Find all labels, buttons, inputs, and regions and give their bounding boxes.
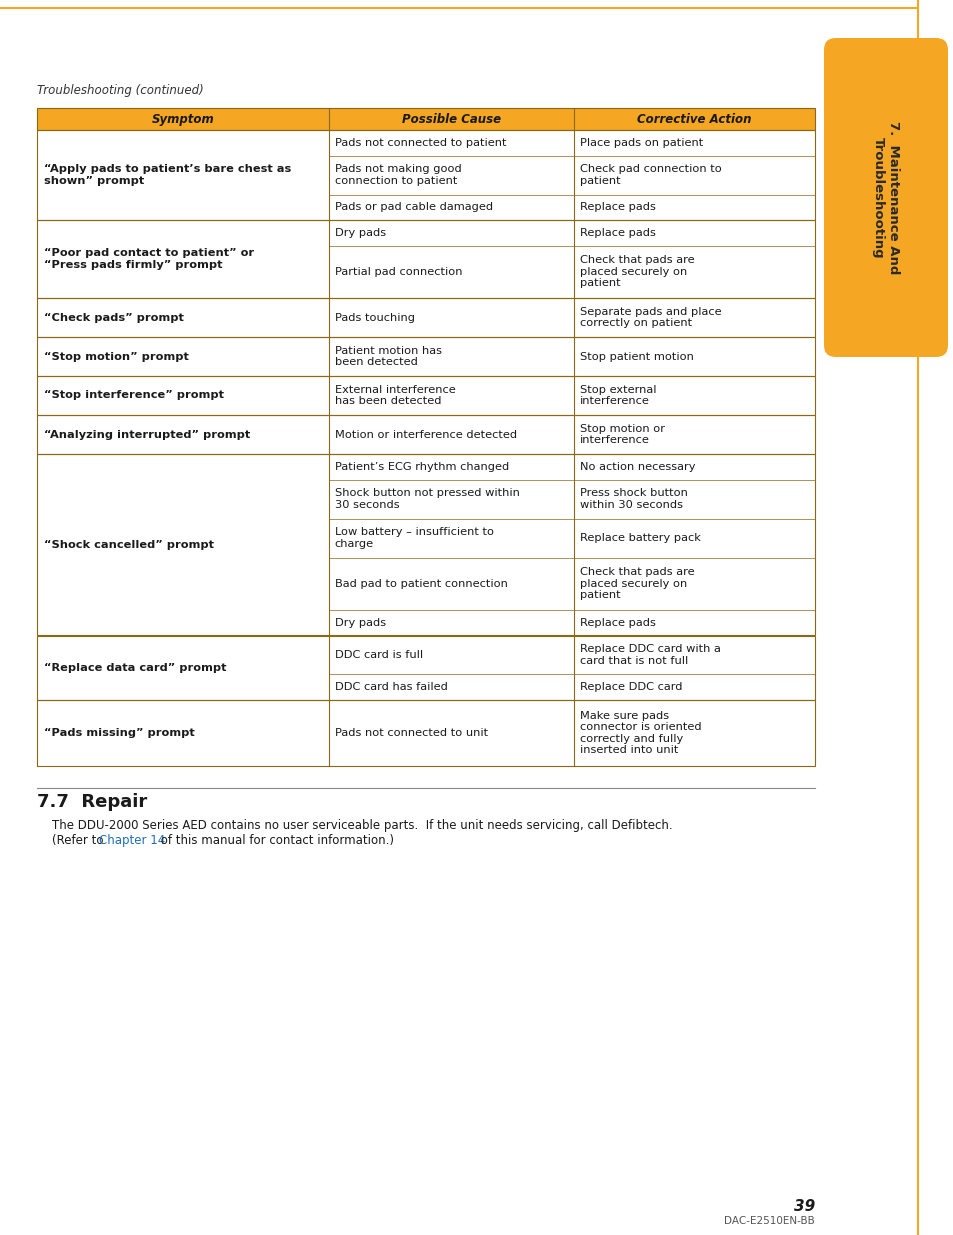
Text: 7.  Maintenance And
Troubleshooting: 7. Maintenance And Troubleshooting <box>871 121 899 274</box>
Bar <box>37 636 814 700</box>
Bar <box>37 337 814 375</box>
Bar <box>37 454 814 636</box>
Bar <box>37 700 814 766</box>
Text: “Stop interference” prompt: “Stop interference” prompt <box>44 390 224 400</box>
Text: DAC-E2510EN-BB: DAC-E2510EN-BB <box>723 1216 814 1226</box>
Text: No action necessary: No action necessary <box>579 462 695 472</box>
Text: External interference
has been detected: External interference has been detected <box>335 384 455 406</box>
Text: “Stop motion” prompt: “Stop motion” prompt <box>44 352 189 362</box>
Text: “Poor pad contact to patient” or
“Press pads firmly” prompt: “Poor pad contact to patient” or “Press … <box>44 248 253 269</box>
Text: of this manual for contact information.): of this manual for contact information.) <box>157 834 394 847</box>
Bar <box>37 700 814 766</box>
Text: Bad pad to patient connection: Bad pad to patient connection <box>335 579 507 589</box>
Bar <box>37 130 814 220</box>
Text: Troubleshooting (continued): Troubleshooting (continued) <box>37 84 204 96</box>
Text: Pads not connected to unit: Pads not connected to unit <box>335 727 487 739</box>
Bar <box>37 337 814 375</box>
Text: Replace DDC card with a
card that is not full: Replace DDC card with a card that is not… <box>579 645 720 666</box>
Text: “Replace data card” prompt: “Replace data card” prompt <box>44 663 226 673</box>
Text: “Apply pads to patient’s bare chest as
shown” prompt: “Apply pads to patient’s bare chest as s… <box>44 164 291 185</box>
Text: Patient motion has
been detected: Patient motion has been detected <box>335 346 441 367</box>
Bar <box>37 130 814 220</box>
Bar <box>37 636 814 700</box>
Text: Replace pads: Replace pads <box>579 227 655 238</box>
Bar <box>37 454 814 636</box>
Text: Possible Cause: Possible Cause <box>401 112 500 126</box>
Text: 7.7  Repair: 7.7 Repair <box>37 793 147 811</box>
Bar <box>37 107 814 130</box>
Text: Dry pads: Dry pads <box>335 227 385 238</box>
Text: Press shock button
within 30 seconds: Press shock button within 30 seconds <box>579 488 687 510</box>
Text: Replace battery pack: Replace battery pack <box>579 534 700 543</box>
Text: “Analyzing interrupted” prompt: “Analyzing interrupted” prompt <box>44 430 250 440</box>
Bar <box>37 298 814 337</box>
Bar <box>37 107 814 130</box>
Text: Check that pads are
placed securely on
patient: Check that pads are placed securely on p… <box>579 567 694 600</box>
Text: Stop motion or
interference: Stop motion or interference <box>579 424 664 446</box>
Text: (Refer to: (Refer to <box>52 834 107 847</box>
Text: “Shock cancelled” prompt: “Shock cancelled” prompt <box>44 540 213 550</box>
Text: DDC card has failed: DDC card has failed <box>335 682 447 693</box>
Text: The DDU-2000 Series AED contains no user serviceable parts.  If the unit needs s: The DDU-2000 Series AED contains no user… <box>52 819 672 832</box>
Bar <box>37 375 814 415</box>
Bar <box>37 298 814 337</box>
Bar <box>37 415 814 454</box>
Text: Pads touching: Pads touching <box>335 312 415 322</box>
Text: Replace pads: Replace pads <box>579 618 655 627</box>
Text: Pads or pad cable damaged: Pads or pad cable damaged <box>335 203 493 212</box>
Text: Partial pad connection: Partial pad connection <box>335 267 462 277</box>
Text: 39: 39 <box>793 1199 814 1214</box>
Bar <box>37 220 814 298</box>
Text: Low battery – insufficient to
charge: Low battery – insufficient to charge <box>335 527 494 548</box>
Text: Motion or interference detected: Motion or interference detected <box>335 430 517 440</box>
Text: “Pads missing” prompt: “Pads missing” prompt <box>44 727 194 739</box>
Text: Symptom: Symptom <box>152 112 214 126</box>
Text: Patient’s ECG rhythm changed: Patient’s ECG rhythm changed <box>335 462 509 472</box>
Text: Shock button not pressed within
30 seconds: Shock button not pressed within 30 secon… <box>335 488 519 510</box>
Text: DDC card is full: DDC card is full <box>335 650 422 659</box>
Text: Make sure pads
connector is oriented
correctly and fully
inserted into unit: Make sure pads connector is oriented cor… <box>579 710 700 756</box>
Text: Dry pads: Dry pads <box>335 618 385 627</box>
Text: Chapter 14: Chapter 14 <box>99 834 165 847</box>
Text: Pads not connected to patient: Pads not connected to patient <box>335 138 506 148</box>
FancyBboxPatch shape <box>823 38 947 357</box>
Text: Separate pads and place
correctly on patient: Separate pads and place correctly on pat… <box>579 306 720 329</box>
Text: Place pads on patient: Place pads on patient <box>579 138 702 148</box>
Bar <box>37 415 814 454</box>
Text: “Check pads” prompt: “Check pads” prompt <box>44 312 184 322</box>
Text: Replace DDC card: Replace DDC card <box>579 682 681 693</box>
Bar <box>37 375 814 415</box>
Text: Check that pads are
placed securely on
patient: Check that pads are placed securely on p… <box>579 256 694 288</box>
Text: Replace pads: Replace pads <box>579 203 655 212</box>
Text: Stop external
interference: Stop external interference <box>579 384 656 406</box>
Text: Pads not making good
connection to patient: Pads not making good connection to patie… <box>335 164 461 185</box>
Bar <box>37 220 814 298</box>
Text: Stop patient motion: Stop patient motion <box>579 352 693 362</box>
Text: Check pad connection to
patient: Check pad connection to patient <box>579 164 720 185</box>
Text: Corrective Action: Corrective Action <box>637 112 751 126</box>
